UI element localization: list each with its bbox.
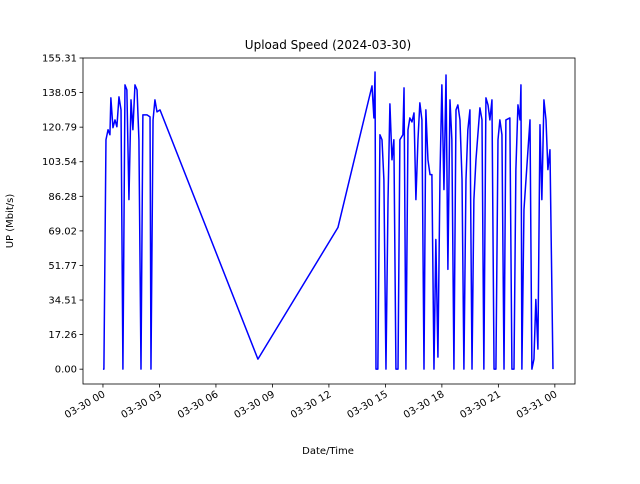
- y-tick-label: 103.54: [42, 157, 77, 168]
- x-tick-label: 03-30 15: [345, 389, 389, 421]
- data-line: [102, 71, 554, 370]
- x-tick-label: 03-30 12: [289, 389, 333, 421]
- x-tick-label: 03-30 18: [402, 389, 446, 421]
- x-tick-label: 03-30 06: [176, 389, 220, 421]
- y-tick-label: 69.02: [48, 226, 77, 237]
- y-tick-label: 86.28: [48, 192, 77, 203]
- chart-title: Upload Speed (2024-03-30): [245, 38, 411, 52]
- x-tick-label: 03-30 00: [63, 389, 107, 421]
- plot-frame: [82, 57, 576, 385]
- x-tick-label: 03-30 09: [232, 389, 276, 421]
- x-tick-label: 03-30 21: [458, 389, 502, 421]
- x-axis-label: Date/Time: [302, 446, 354, 457]
- y-tick-label: 51.77: [48, 261, 77, 272]
- y-tick-label: 120.79: [42, 123, 77, 134]
- y-tick-label: 17.26: [48, 330, 77, 341]
- x-tick-label: 03-31 00: [515, 389, 559, 421]
- y-tick-label: 0.00: [55, 365, 77, 376]
- x-tick-label: 03-30 03: [120, 389, 164, 421]
- y-tick-label: 34.51: [48, 296, 77, 307]
- y-axis-label: UP (Mbit/s): [5, 194, 16, 249]
- y-tick-label: 138.05: [42, 88, 77, 99]
- y-tick-label: 155.31: [42, 54, 77, 65]
